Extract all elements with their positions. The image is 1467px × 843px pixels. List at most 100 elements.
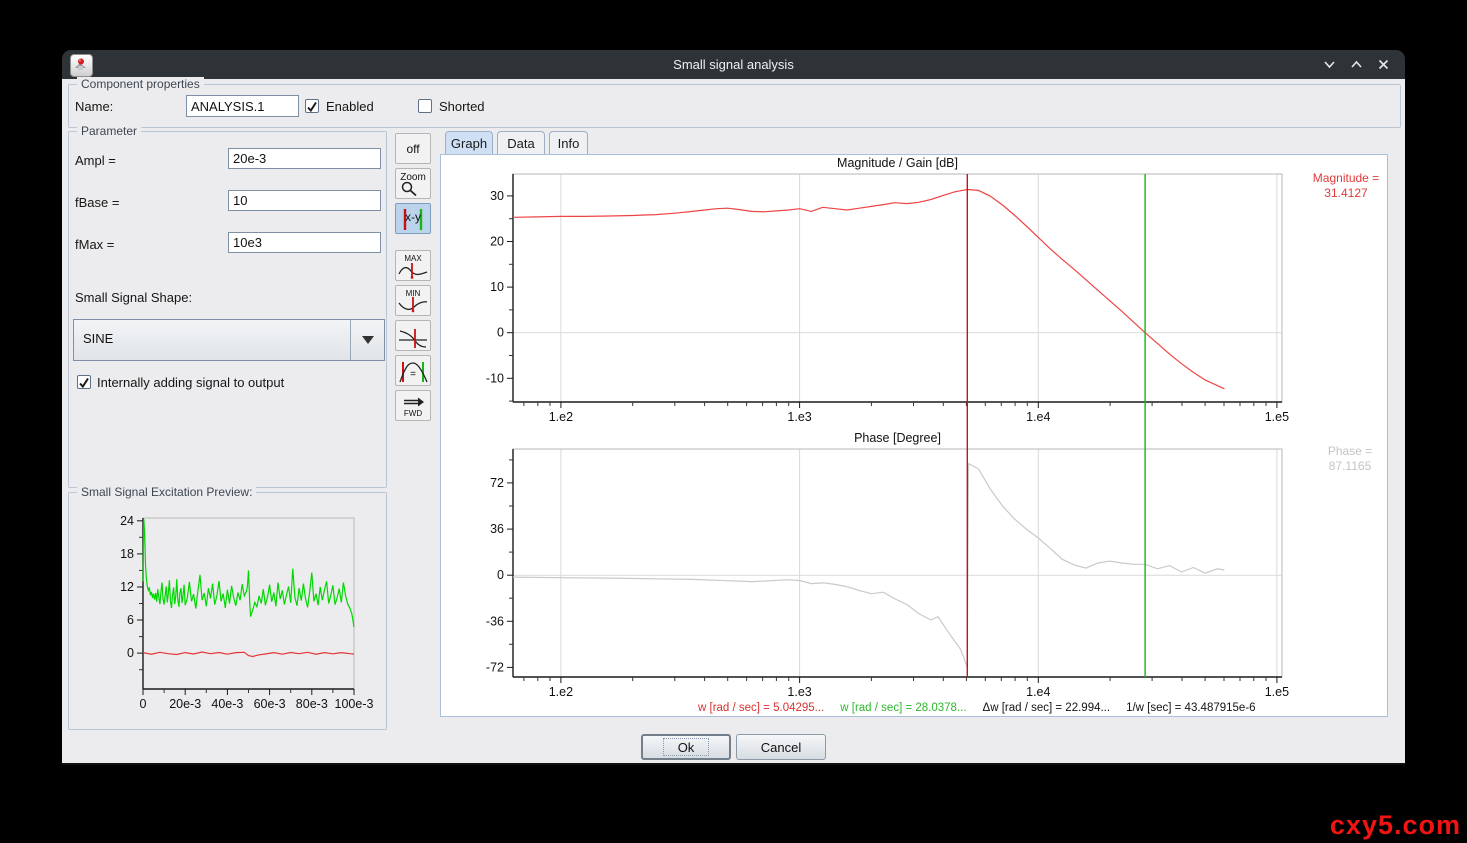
find-max-icon: MAX — [396, 251, 430, 280]
toolbar-button-find-max[interactable]: MAX — [395, 250, 431, 281]
zoom-icon: Zoom — [396, 169, 430, 198]
component-properties-group: Component properties Name: Enabled Short… — [68, 84, 1401, 128]
window-title: Small signal analysis — [62, 50, 1405, 79]
window-controls — [1322, 50, 1391, 79]
svg-text:1.e3: 1.e3 — [787, 410, 811, 424]
name-input[interactable] — [186, 95, 299, 117]
svg-text:30: 30 — [490, 189, 504, 203]
ampl-input[interactable] — [228, 148, 381, 169]
phase-readout-value: 87.1165 — [1295, 459, 1405, 474]
tab-graph[interactable]: Graph — [445, 131, 493, 154]
toolbar-button-zero-crossing[interactable] — [395, 320, 431, 351]
combo-dropdown-button[interactable] — [350, 320, 384, 360]
shape-label: Small Signal Shape: — [75, 290, 192, 305]
shorted-label: Shorted — [439, 99, 485, 114]
minimize-icon[interactable] — [1322, 57, 1337, 72]
svg-text:80e-3: 80e-3 — [296, 697, 328, 711]
name-label: Name: — [75, 99, 113, 114]
svg-text:100e-3: 100e-3 — [335, 697, 374, 711]
enabled-checkbox[interactable] — [305, 99, 319, 113]
shorted-checkbox[interactable] — [418, 99, 432, 113]
cancel-button[interactable]: Cancel — [736, 734, 826, 760]
graph-tab-panel: 1.e21.e31.e41.e53020100-10Magnitude / Ga… — [440, 154, 1388, 717]
adding-signal-label: Internally adding signal to output — [97, 375, 284, 390]
adding-signal-checkbox[interactable] — [77, 375, 91, 389]
toolbar-button-cursor-off[interactable]: off — [395, 133, 431, 164]
phase-readout-label: Phase = — [1295, 444, 1405, 459]
svg-text:-36: -36 — [486, 614, 504, 628]
svg-text:Phase [Degree]: Phase [Degree] — [854, 431, 941, 445]
cursor-green-value: w [rad / sec] = 28.0378... — [840, 702, 966, 714]
svg-text:1.e2: 1.e2 — [549, 410, 573, 424]
svg-text:72: 72 — [490, 476, 504, 490]
ok-button[interactable]: Ok — [641, 734, 731, 760]
svg-text:60e-3: 60e-3 — [254, 697, 286, 711]
svg-text:12: 12 — [120, 580, 134, 594]
svg-text:1.e4: 1.e4 — [1026, 410, 1050, 424]
svg-text:10: 10 — [490, 280, 504, 294]
watermark: cxy5.com — [1330, 810, 1461, 841]
chevron-down-icon — [362, 336, 374, 350]
tab-info[interactable]: Info — [549, 131, 588, 154]
maximize-icon[interactable] — [1349, 57, 1364, 72]
enabled-label: Enabled — [326, 99, 374, 114]
close-icon[interactable] — [1376, 57, 1391, 72]
svg-text:24: 24 — [120, 514, 134, 528]
excitation-preview-chart: 020e-340e-360e-380e-3100e-324181260 — [69, 493, 384, 727]
svg-text:MIN: MIN — [406, 289, 421, 298]
shape-selected-value: SINE — [83, 320, 113, 358]
svg-text:1.e2: 1.e2 — [549, 685, 573, 699]
svg-text:Zoom: Zoom — [400, 172, 426, 183]
bode-plots[interactable]: 1.e21.e31.e41.e53020100-10Magnitude / Ga… — [441, 155, 1387, 716]
svg-text:1.e3: 1.e3 — [787, 685, 811, 699]
cursor-red-value: w [rad / sec] = 5.04295... — [698, 702, 824, 714]
xy-cursor-icon: x-y — [396, 204, 430, 233]
toolbar-button-xy-cursor[interactable]: x-y — [395, 203, 431, 234]
svg-text:-10: -10 — [486, 371, 504, 385]
svg-text:x-y: x-y — [405, 210, 421, 224]
svg-text:FWD: FWD — [404, 409, 422, 418]
svg-text:36: 36 — [490, 522, 504, 536]
cursor-status-bar: w [rad / sec] = 5.04295... w [rad / sec]… — [698, 702, 1256, 714]
check-icon — [78, 377, 90, 389]
toolbar-button-zoom[interactable]: Zoom — [395, 168, 431, 199]
parameter-legend: Parameter — [77, 124, 141, 138]
svg-text:0: 0 — [497, 568, 504, 582]
fbase-input[interactable] — [228, 190, 381, 211]
svg-text:1.e4: 1.e4 — [1026, 685, 1050, 699]
svg-text:0: 0 — [140, 697, 147, 711]
magnitude-readout-label: Magnitude = — [1291, 171, 1401, 186]
fmax-label: fMax = — [75, 237, 114, 252]
toolbar-button-bandwidth[interactable]: = — [395, 355, 431, 386]
fbase-label: fBase = — [75, 195, 119, 210]
bandwidth-icon: = — [396, 356, 430, 385]
toolbar-button-forward[interactable]: FWD — [395, 390, 431, 421]
toolbar-button-find-min[interactable]: MIN — [395, 285, 431, 316]
dialog-body: Component properties Name: Enabled Short… — [62, 79, 1405, 765]
excitation-preview-group: Small Signal Excitation Preview: 020e-34… — [68, 492, 387, 730]
svg-text:0: 0 — [127, 646, 134, 660]
ampl-label: Ampl = — [75, 153, 116, 168]
parameter-group: Parameter Ampl = fBase = fMax = Small Si… — [68, 131, 387, 488]
screen: Small signal analysis Component properti… — [0, 0, 1467, 843]
zero-crossing-icon — [396, 321, 430, 350]
magnitude-readout: Magnitude = 31.4127 — [1291, 171, 1401, 201]
svg-text:40e-3: 40e-3 — [211, 697, 243, 711]
svg-text:1.e5: 1.e5 — [1265, 685, 1289, 699]
svg-text:18: 18 — [120, 547, 134, 561]
svg-text:1.e5: 1.e5 — [1265, 410, 1289, 424]
svg-text:MAX: MAX — [404, 254, 422, 263]
check-icon — [306, 101, 318, 113]
small-signal-shape-select[interactable]: SINE — [73, 319, 385, 361]
phase-readout: Phase = 87.1165 — [1295, 444, 1405, 474]
find-min-icon: MIN — [396, 286, 430, 315]
magnitude-readout-value: 31.4127 — [1291, 186, 1401, 201]
forward-arrow-icon: FWD — [396, 391, 430, 420]
svg-text:20: 20 — [490, 235, 504, 249]
tab-data[interactable]: Data — [497, 131, 545, 154]
fmax-input[interactable] — [228, 232, 381, 253]
inverse-w-value: 1/w [sec] = 43.487915e-6 — [1126, 702, 1255, 714]
svg-text:off: off — [406, 142, 420, 156]
svg-text:6: 6 — [127, 613, 134, 627]
window-titlebar[interactable]: Small signal analysis — [62, 50, 1405, 79]
